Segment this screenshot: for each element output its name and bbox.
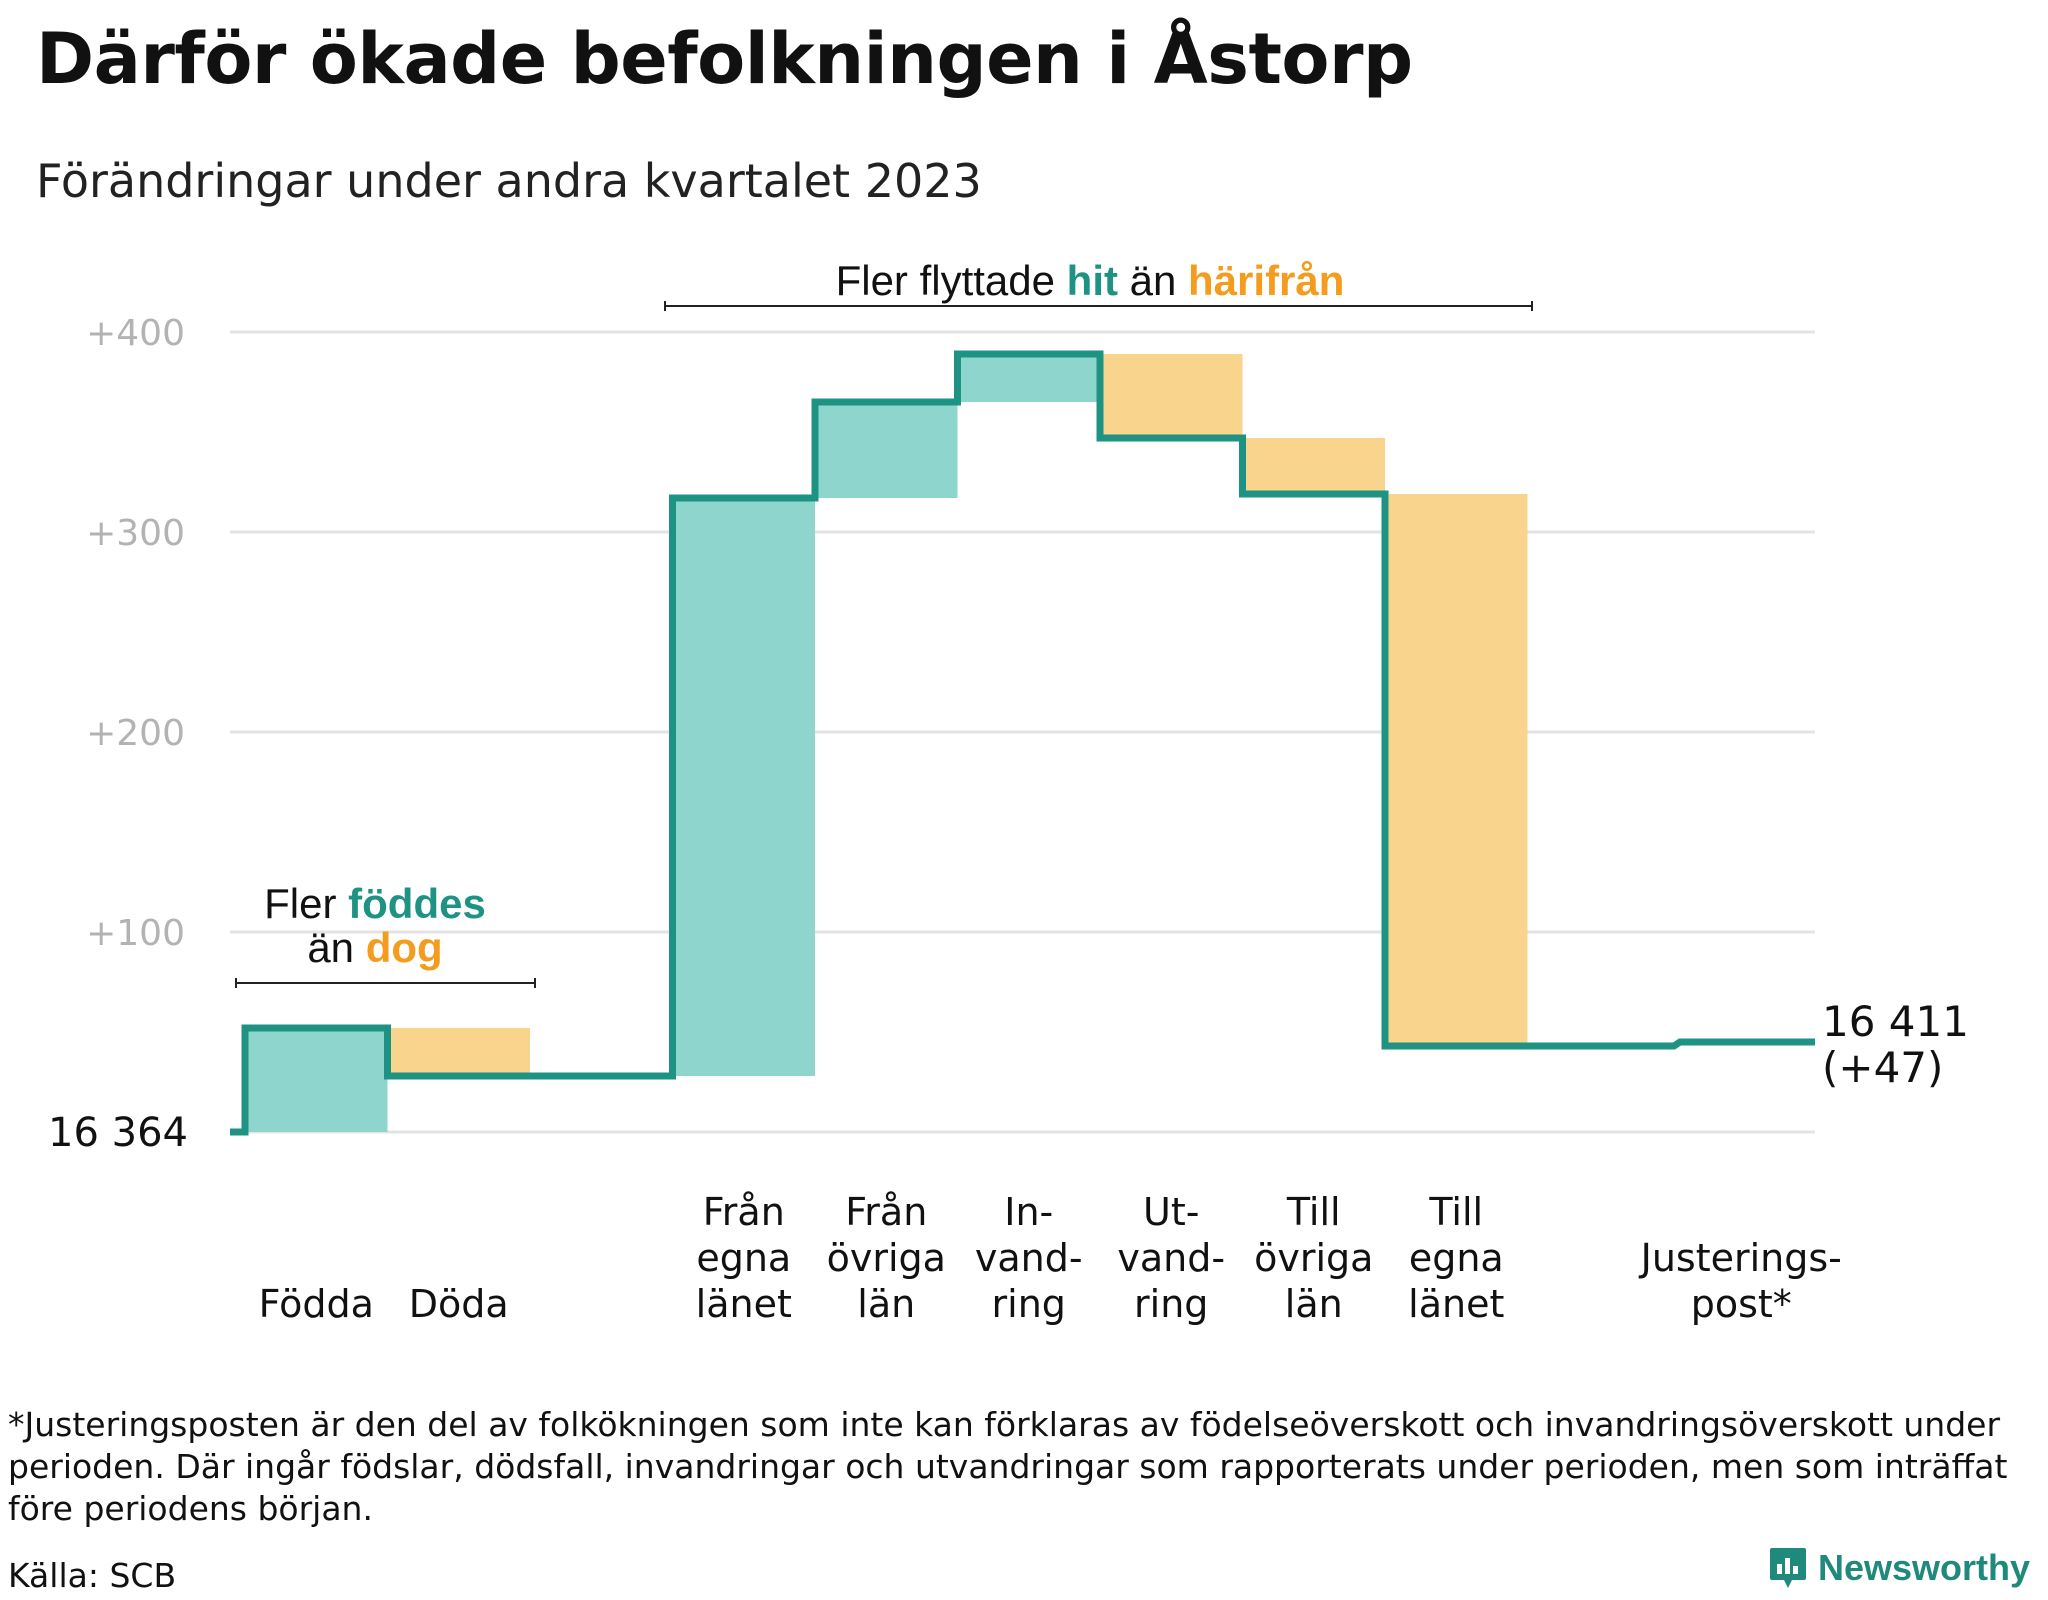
bars: [245, 354, 1528, 1132]
annotation-segment: dog: [366, 924, 443, 971]
x-tick-label: egna: [1409, 1236, 1504, 1280]
brand-name: Newsworthy: [1818, 1547, 2031, 1588]
y-tick-label: +400: [86, 313, 185, 354]
x-tick-label: egna: [696, 1236, 791, 1280]
x-tick-label: vand-: [1117, 1236, 1225, 1280]
x-tick-label: Från: [845, 1190, 927, 1234]
x-tick-label: Döda: [409, 1282, 509, 1326]
bar: [1385, 494, 1528, 1046]
end-change-label: (+47): [1822, 1043, 1943, 1092]
y-tick-label: +200: [86, 713, 185, 754]
x-tick-label: övriga: [827, 1236, 946, 1280]
annotation-segment: än: [307, 924, 365, 971]
running-total-line: [230, 350, 1815, 1136]
x-tick-label: Till: [1428, 1190, 1483, 1234]
end-value-label: 16 411: [1822, 997, 1969, 1046]
chart-title: Därför ökade befolkningen i Åstorp: [36, 18, 1413, 100]
bar: [672, 498, 815, 1076]
chart-subtitle: Förändringar under andra kvartalet 2023: [36, 154, 982, 208]
source-note: Källa: SCB: [8, 1556, 177, 1595]
x-tick-label: län: [1285, 1282, 1343, 1326]
x-tick-label: Födda: [259, 1282, 374, 1326]
bar: [1242, 438, 1385, 494]
annotation-segment: härifrån: [1188, 257, 1344, 304]
bar: [245, 1028, 388, 1132]
x-tick-label: länet: [1408, 1282, 1504, 1326]
annotation-text: Fler flyttade hit än härifrån: [836, 257, 1345, 304]
start-value-label: 16 364: [48, 1110, 188, 1156]
x-tick-label: post*: [1691, 1282, 1792, 1326]
bar: [815, 402, 958, 498]
annotation-text: än dog: [307, 924, 442, 971]
x-tick-label: Justerings-: [1639, 1236, 1842, 1280]
footnote: *Justeringsposten är den del av folkökni…: [8, 1405, 2008, 1528]
annotation-segment: Fler flyttade: [836, 257, 1067, 304]
y-tick-label: +100: [86, 913, 185, 954]
x-axis-labels: Födda DödaFrånegnalänetFrånövrigalänIn-va…: [259, 1190, 1842, 1326]
annotation-text: Fler föddes: [264, 880, 486, 927]
newsworthy-logo-icon: [1770, 1548, 1806, 1588]
annotation-segment: föddes: [348, 880, 486, 927]
step-line: [230, 350, 1815, 1136]
x-tick-label: In-: [1004, 1190, 1053, 1234]
annotation-segment: hit: [1067, 257, 1118, 304]
value-labels: 16 364 16 411(+47): [48, 997, 1969, 1156]
x-tick-label: ring: [992, 1282, 1066, 1326]
bar: [957, 354, 1100, 402]
x-tick-label: Ut-: [1143, 1190, 1199, 1234]
y-tick-label: +300: [86, 513, 185, 554]
x-tick-label: Från: [703, 1190, 785, 1234]
x-tick-label: övriga: [1254, 1236, 1373, 1280]
annotation-segment: än: [1118, 257, 1188, 304]
gridlines: +100 +200 +300 +400: [86, 313, 1815, 1134]
bar: [387, 1028, 530, 1076]
bar: [1100, 354, 1243, 438]
annotation-segment: Fler: [264, 880, 348, 927]
brand-logo: Newsworthy: [1768, 1546, 2030, 1590]
x-tick-label: ring: [1134, 1282, 1208, 1326]
x-tick-label: Till: [1286, 1190, 1341, 1234]
x-tick-label: län: [857, 1282, 915, 1326]
x-tick-label: länet: [696, 1282, 792, 1326]
x-tick-label: vand-: [975, 1236, 1083, 1280]
